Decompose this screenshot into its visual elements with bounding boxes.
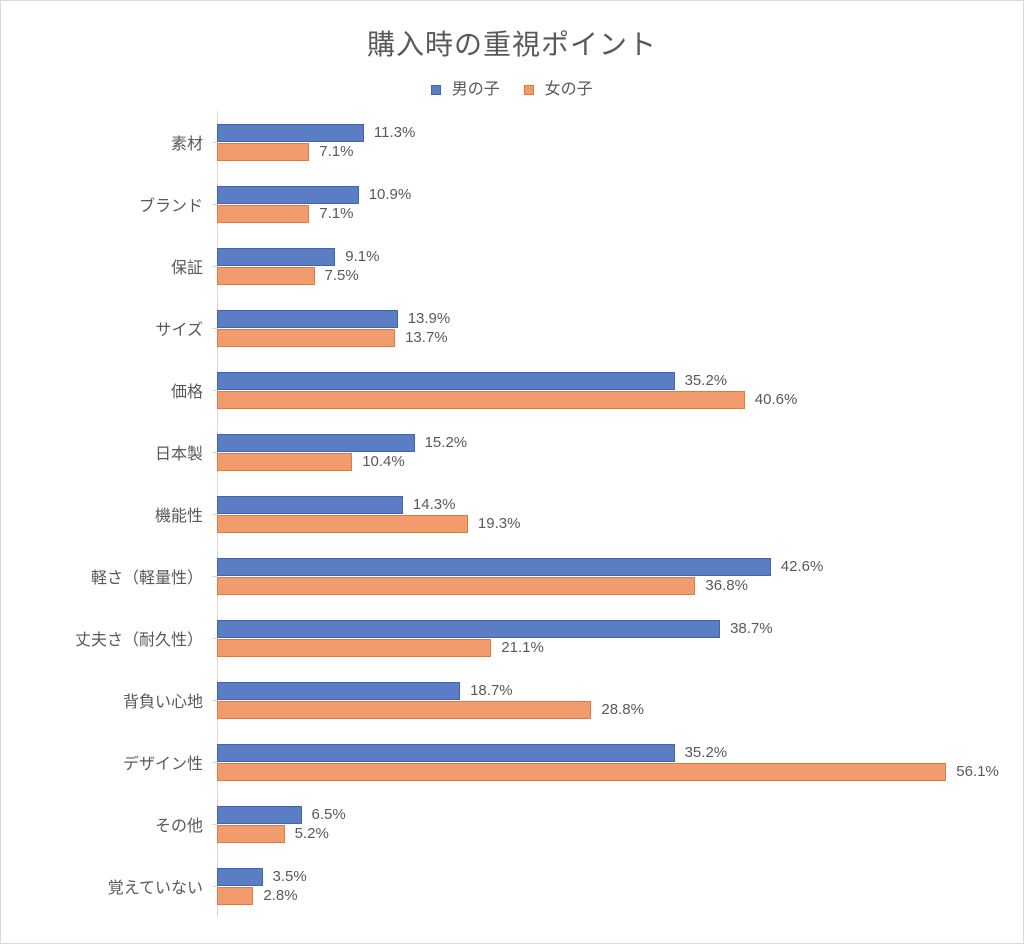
legend: 男の子 女の子 [1,75,1023,99]
category-label: その他 [155,812,203,836]
bar-value-label: 10.4% [362,453,405,471]
bar-value-label: 13.7% [405,329,448,347]
legend-item-boys: 男の子 [431,75,499,99]
chart-title: 購入時の重視ポイント [1,23,1023,63]
category-label: 覚えていない [108,874,203,898]
category-label: デザイン性 [123,750,203,774]
bar-girls [217,267,315,285]
category-label: 素材 [171,130,203,154]
bar-value-label: 7.1% [319,205,353,223]
bar-value-label: 15.2% [425,434,468,452]
bar-value-label: 35.2% [685,744,728,762]
bar-boys [217,310,398,328]
bar-value-label: 9.1% [345,248,379,266]
bar-girls [217,887,253,905]
bar-value-label: 19.3% [478,515,521,533]
bar-girls [217,391,745,409]
bar-girls [217,515,468,533]
bar-value-label: 38.7% [730,620,773,638]
plot-area: 素材11.3%7.1%ブランド10.9%7.1%保証9.1%7.5%サイズ13.… [217,111,997,917]
bar-girls [217,329,395,347]
bar-boys [217,496,403,514]
bar-value-label: 40.6% [755,391,798,409]
legend-swatch-boys [431,85,441,95]
bar-value-label: 36.8% [705,577,748,595]
bar-value-label: 14.3% [413,496,456,514]
category-label: 日本製 [155,440,203,464]
bar-value-label: 13.9% [408,310,451,328]
bar-boys [217,558,771,576]
category-label: 軽さ（軽量性） [91,564,203,588]
bar-boys [217,186,359,204]
category-label: 機能性 [155,502,203,526]
bar-value-label: 6.5% [312,806,346,824]
category-label: 価格 [171,378,203,402]
bar-value-label: 18.7% [470,682,513,700]
bar-boys [217,372,675,390]
bar-girls [217,639,491,657]
category-label: サイズ [155,316,203,340]
category-label: 保証 [171,254,203,278]
bar-value-label: 10.9% [369,186,412,204]
bar-girls [217,763,946,781]
bar-value-label: 21.1% [501,639,544,657]
category-label: 丈夫さ（耐久性） [75,626,203,650]
chart-container: 購入時の重視ポイント 男の子 女の子 素材 11.3% 7.1% ブランド 10.9% 7… [0,0,1024,944]
bar-value-label: 7.5% [325,267,359,285]
bar-value-label: 11.3% [374,124,415,142]
bar-value-label: 5.2% [295,825,329,843]
bar-boys [217,620,720,638]
bar-value-label: 35.2% [685,372,728,390]
bar-boys [217,248,335,266]
legend-label-girls: 女の子 [545,81,593,98]
category-label: 背負い心地 [123,688,203,712]
bar-girls [217,701,591,719]
bar-value-label: 56.1% [956,763,999,781]
bar-value-label: 3.5% [273,868,307,886]
bar-girls [217,453,352,471]
bar-girls [217,577,695,595]
category-label: ブランド [139,192,203,216]
bar-value-label: 28.8% [601,701,644,719]
bar-boys [217,434,415,452]
bar-value-label: 42.6% [781,558,824,576]
legend-item-girls: 女の子 [524,75,592,99]
bar-boys [217,806,302,824]
legend-label-boys: 男の子 [452,81,500,98]
bar-value-label: 2.8% [263,887,297,905]
bar-boys [217,744,675,762]
bar-girls [217,205,309,223]
legend-swatch-girls [524,85,534,95]
bar-girls [217,825,285,843]
bar-value-label: 7.1% [319,143,353,161]
bar-girls [217,143,309,161]
bar-boys [217,124,364,142]
bar-boys [217,868,263,886]
bar-boys [217,682,460,700]
